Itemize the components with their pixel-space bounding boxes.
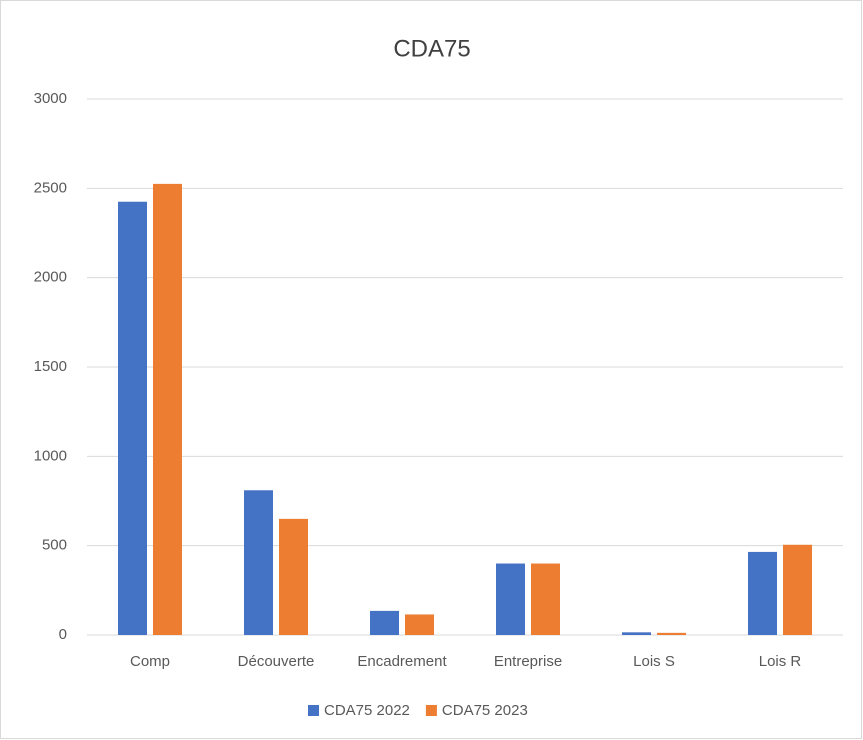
chart-title: CDA75 <box>393 35 470 62</box>
x-tick-label: Lois S <box>633 653 675 670</box>
bar <box>153 183 182 635</box>
legend-swatch <box>308 705 319 716</box>
bar <box>783 544 812 635</box>
bar <box>657 632 686 635</box>
legend-swatch <box>425 705 437 716</box>
bar <box>244 490 273 635</box>
x-tick-label: Encadrement <box>357 653 447 670</box>
y-tick-label: 3000 <box>34 90 67 107</box>
x-tick-label: Comp <box>130 653 170 670</box>
y-tick-label: 2500 <box>34 179 67 196</box>
bar <box>748 551 777 635</box>
y-tick-label: 2000 <box>34 269 67 286</box>
x-tick-label: Lois R <box>759 653 802 670</box>
bar <box>496 563 525 635</box>
x-tick-label: Découverte <box>238 653 315 670</box>
bar <box>370 610 399 635</box>
bar <box>118 201 147 635</box>
legend-label: CDA75 2023 <box>442 702 528 719</box>
legend-label: CDA75 2022 <box>324 702 410 719</box>
bar <box>622 632 651 635</box>
y-tick-label: 500 <box>42 537 67 554</box>
x-tick-label: Entreprise <box>494 653 562 670</box>
bar <box>405 614 434 635</box>
y-tick-label: 1000 <box>34 447 67 464</box>
y-tick-label: 0 <box>59 626 67 643</box>
bar <box>279 518 308 635</box>
bar <box>531 563 560 635</box>
y-tick-label: 1500 <box>34 358 67 375</box>
